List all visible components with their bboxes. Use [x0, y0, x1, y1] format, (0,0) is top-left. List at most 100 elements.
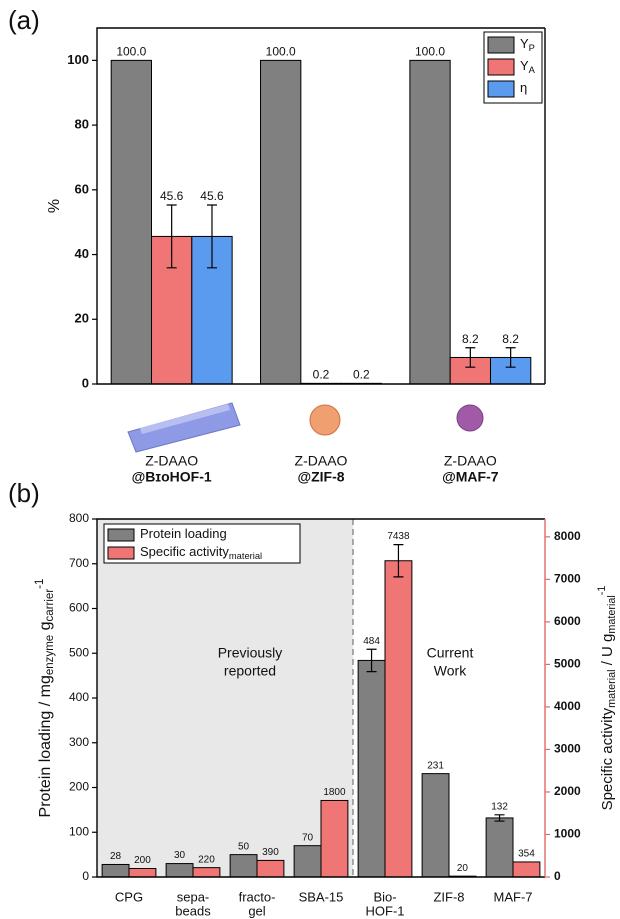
- value-label: 132: [491, 801, 508, 812]
- y-tick-label: 600: [69, 601, 89, 615]
- x-tick-label: sepa-: [177, 889, 210, 904]
- value-label: 231: [427, 760, 444, 771]
- error-bar: [505, 347, 516, 368]
- y-tick-label: 400: [69, 690, 89, 704]
- y-tick-label: 500: [69, 645, 89, 659]
- value-label: 0.2: [313, 368, 330, 382]
- y-tick-label: 60: [75, 181, 89, 196]
- y2-tick-label: 0: [554, 869, 561, 883]
- legend-subscript: P: [529, 43, 535, 53]
- error-bar: [166, 204, 177, 269]
- error-bar: [206, 204, 217, 269]
- x-tick-label: SBA-15: [299, 889, 344, 904]
- biohof-icon-highlight: [140, 404, 230, 434]
- y2-tick-label: 3000: [554, 742, 581, 756]
- y2-tick-label: 6000: [554, 614, 581, 628]
- bar: [260, 59, 302, 385]
- value-label: 30: [174, 850, 186, 861]
- x-tick-label: ZIF-8: [433, 889, 464, 904]
- value-label: 200: [134, 855, 151, 866]
- legend-name: Y: [520, 36, 529, 51]
- legend-swatch: [107, 528, 135, 542]
- maf7-icon: [456, 404, 484, 432]
- zif8-icon: [309, 404, 341, 436]
- value-label: 390: [262, 847, 279, 858]
- bar: [293, 845, 322, 878]
- bar: [421, 773, 450, 878]
- legend-label: YA: [520, 58, 536, 75]
- x-tick-label: Z-DAAO: [444, 453, 497, 469]
- bar: [110, 59, 153, 385]
- bar: [229, 854, 258, 878]
- legend-label: YP: [520, 36, 535, 53]
- error-bar: [366, 648, 377, 673]
- legend-name: η: [520, 80, 527, 95]
- label-part: enzyme: [44, 635, 56, 675]
- y-tick-label: 100: [69, 824, 89, 838]
- value-label: 354: [518, 849, 535, 860]
- x-tick-label: @BɪᴏHOF-1: [132, 469, 212, 485]
- bar: [192, 867, 221, 878]
- annotation: Previously: [218, 645, 283, 661]
- y2-tick-label: 1000: [554, 827, 581, 841]
- error-bar: [494, 814, 505, 822]
- y-tick-label: 20: [75, 311, 89, 326]
- bar: [128, 867, 157, 878]
- value-label: 45.6: [200, 189, 224, 203]
- value-label: 100.0: [415, 45, 445, 59]
- legend-swatch: [107, 546, 135, 560]
- y-tick-label: 700: [69, 556, 89, 570]
- x-tick-label: HOF-1: [366, 903, 405, 918]
- y2-tick-label: 4000: [554, 699, 581, 713]
- value-label: 1800: [323, 787, 346, 798]
- label-part: g: [37, 621, 54, 634]
- panel-label: (a): [8, 5, 40, 35]
- y-tick-label: 0: [82, 375, 89, 390]
- x-tick-label: fracto-: [239, 889, 276, 904]
- value-label: 28: [110, 851, 122, 862]
- bar: [409, 59, 451, 385]
- error-bar: [465, 347, 476, 368]
- legend-label: Specific activitymaterial: [140, 544, 262, 561]
- label-part: Protein loading / mg: [37, 675, 54, 817]
- legend-name: Specific activity: [140, 544, 229, 559]
- value-label: 100.0: [116, 45, 146, 59]
- y-tick-label: 800: [69, 511, 89, 525]
- value-label: 220: [198, 854, 215, 865]
- annotation: Current: [427, 645, 474, 661]
- bar: [320, 799, 349, 878]
- y-tick-label: 0: [82, 869, 89, 883]
- bar: [165, 863, 194, 878]
- value-label: 45.6: [160, 189, 184, 203]
- x-tick-label: @ZIF-8: [297, 469, 344, 485]
- y-tick-label: 80: [75, 117, 89, 132]
- icons: [127, 402, 484, 453]
- label-part: Specific activity: [599, 707, 616, 810]
- legend-swatch: [487, 36, 515, 54]
- legend-subscript: material: [229, 551, 262, 561]
- shaded-region: [97, 519, 353, 877]
- value-label: 100.0: [266, 45, 296, 59]
- value-label: 8.2: [502, 332, 519, 346]
- legend-swatch: [487, 80, 515, 98]
- bar: [357, 659, 386, 878]
- x-tick-label: MAF-7: [494, 889, 533, 904]
- y-axis-label: %: [46, 199, 63, 213]
- y-tick-label: 300: [69, 735, 89, 749]
- label-part: material: [606, 595, 618, 633]
- y2-tick-label: 7000: [554, 572, 581, 586]
- legend-name: Y: [520, 58, 529, 73]
- legend-name: Protein loading: [140, 526, 227, 541]
- label-part: -1: [596, 586, 608, 596]
- error-bar: [393, 543, 404, 578]
- value-label: 50: [238, 841, 250, 852]
- y-axis-label: Protein loading / mgenzyme gcarrier-1: [34, 579, 56, 818]
- bar: [101, 863, 130, 878]
- bar: [384, 560, 413, 878]
- y2-axis-label: Specific activitymaterial / U gmaterial-…: [596, 586, 618, 811]
- y2-tick-label: 5000: [554, 657, 581, 671]
- y-tick-label: 200: [69, 780, 89, 794]
- x-tick-label: Z-DAAO: [145, 453, 198, 469]
- label-part: material: [606, 669, 618, 707]
